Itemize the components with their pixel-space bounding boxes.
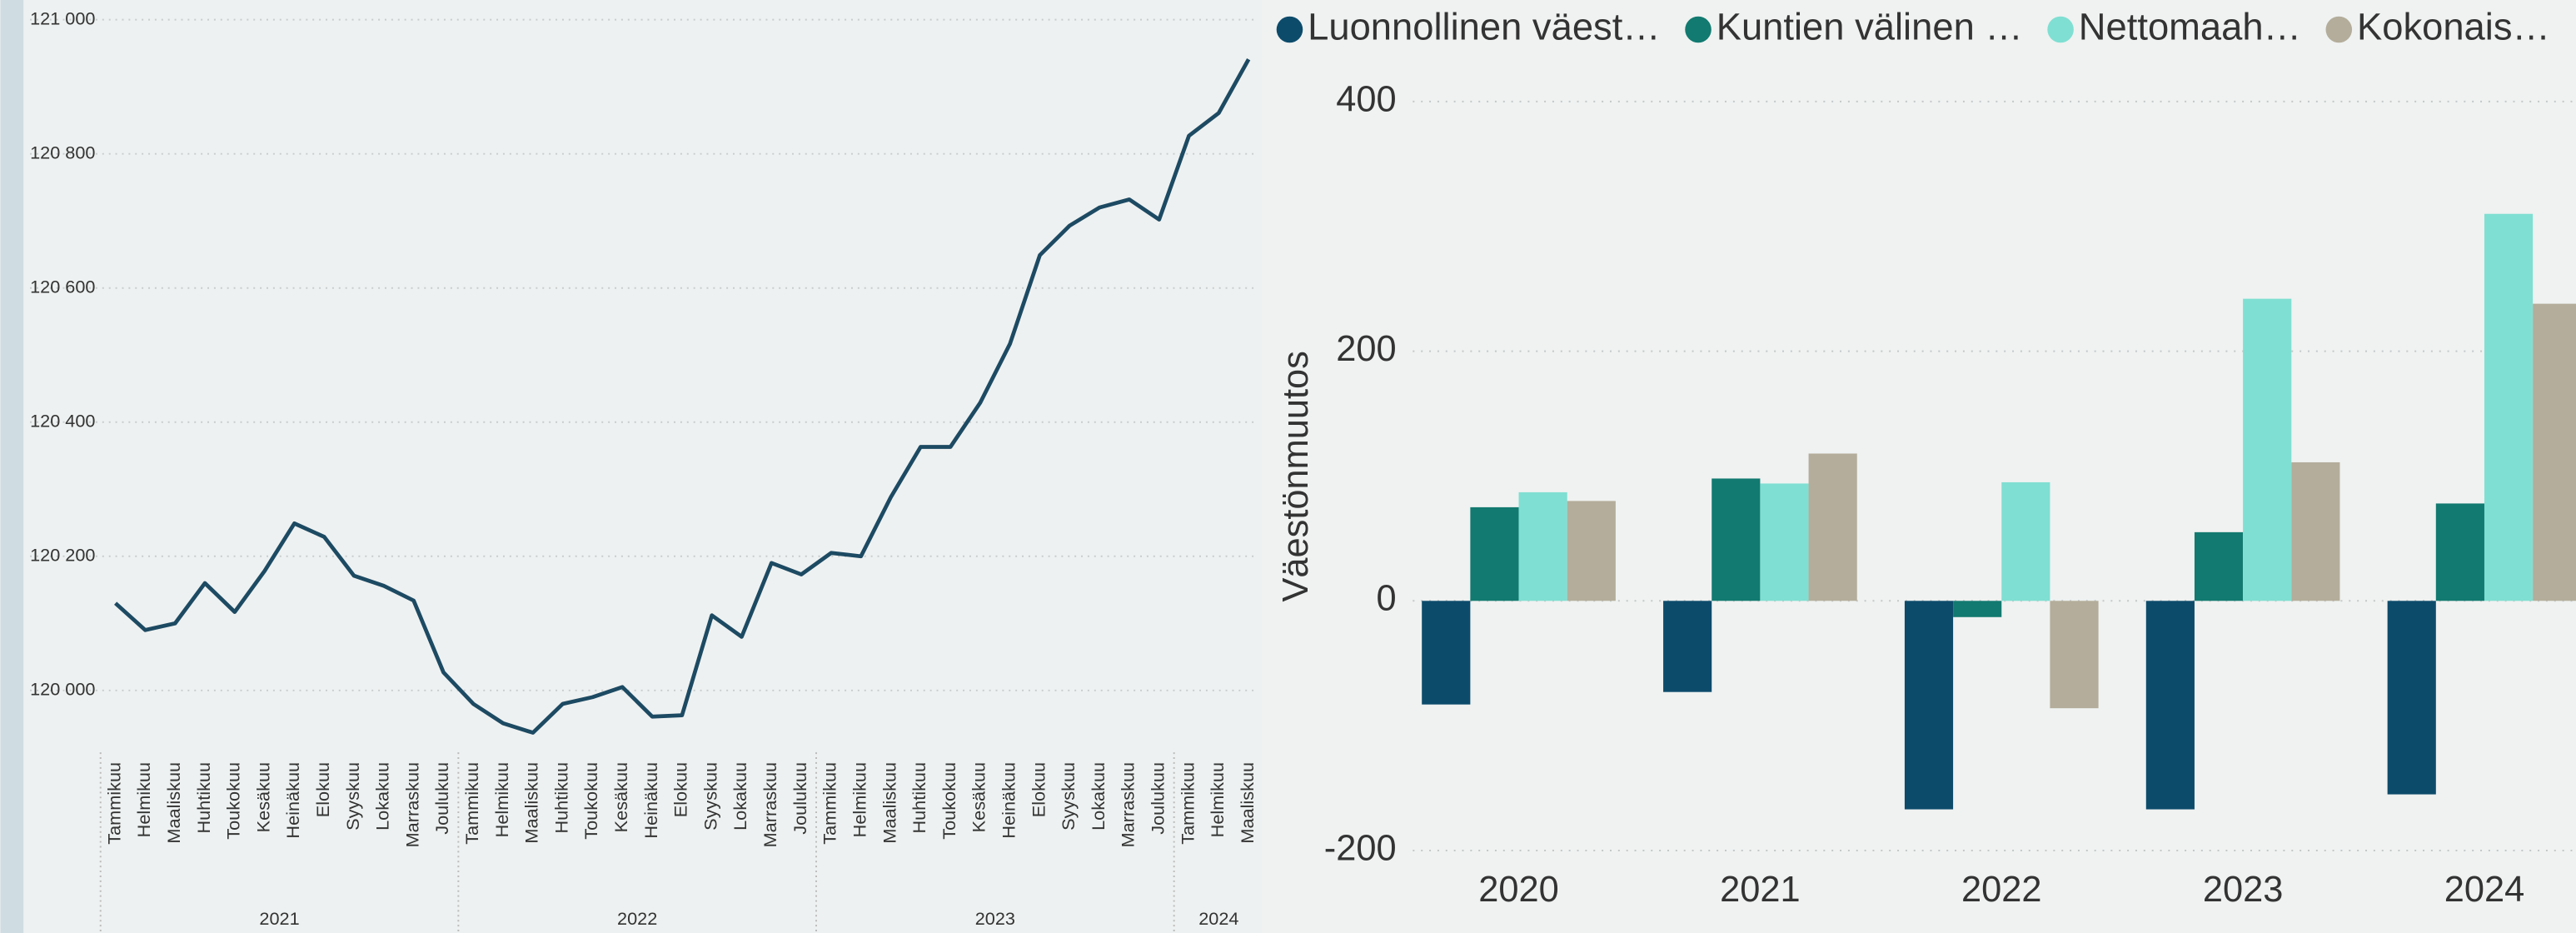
- x-tick-label: Heinäkuu: [640, 762, 661, 839]
- x-group-label: 2024: [1198, 908, 1238, 929]
- legend-label: Kuntien välinen …: [1717, 5, 2023, 47]
- x-tick-label: Tammikuu: [820, 762, 840, 845]
- bar: [1712, 478, 1761, 601]
- x-tick-label: Heinäkuu: [998, 762, 1019, 839]
- x-tick-label: 2022: [1961, 870, 2042, 910]
- bar: [2001, 481, 2050, 601]
- x-tick-label: Elokuu: [312, 762, 333, 817]
- x-tick-label: Marraskuu: [1118, 762, 1139, 847]
- x-tick-label: Helmikuu: [849, 762, 869, 837]
- bar: [2291, 462, 2340, 601]
- bar: [1518, 491, 1567, 601]
- bar: [1904, 601, 1954, 810]
- x-tick-label: Marraskuu: [401, 762, 422, 847]
- x-tick-label: Joulukuu: [790, 762, 810, 835]
- y-tick-label: 121 000: [30, 7, 95, 28]
- y-axis-label: Väestönmuutos: [1276, 351, 1316, 601]
- legend-marker: [2325, 16, 2353, 43]
- x-tick-label: Kesäkuu: [610, 762, 631, 832]
- x-tick-label: Marraskuu: [760, 762, 780, 847]
- x-tick-label: Joulukuu: [431, 762, 452, 835]
- bar: [2145, 601, 2195, 810]
- x-tick-label: Huhtikuu: [909, 762, 929, 834]
- x-tick-label: 2020: [1478, 870, 1559, 910]
- legend-marker: [2047, 16, 2074, 43]
- y-tick-label: 120 200: [30, 545, 95, 566]
- x-tick-label: Syyskuu: [700, 762, 720, 831]
- bar: [1953, 601, 2002, 617]
- x-tick-label: Maaliskuu: [163, 762, 184, 844]
- x-tick-label: Kesäkuu: [252, 762, 273, 832]
- x-tick-label: Lokakuu: [1088, 762, 1109, 831]
- x-tick-label: Helmikuu: [1207, 762, 1228, 837]
- y-tick-label: -200: [1324, 828, 1397, 868]
- legend-marker: [1276, 16, 1303, 43]
- x-tick-label: Elokuu: [1028, 762, 1049, 817]
- x-tick-label: Lokakuu: [730, 762, 750, 831]
- x-tick-label: Toukokuu: [223, 762, 244, 840]
- bar: [1808, 453, 1857, 601]
- x-tick-label: Helmikuu: [133, 762, 154, 837]
- bar: [1470, 506, 1519, 601]
- bar: [1760, 483, 1809, 601]
- x-tick-label: Maaliskuu: [1237, 762, 1258, 844]
- bar: [1422, 601, 1471, 705]
- y-tick-label: 120 600: [30, 276, 95, 297]
- x-tick-label: Maaliskuu: [521, 762, 542, 844]
- y-tick-label: 200: [1336, 329, 1396, 369]
- bar: [2533, 303, 2576, 601]
- bar: [2050, 601, 2099, 709]
- line: [114, 58, 1251, 735]
- x-tick-label: 2024: [2444, 870, 2525, 910]
- bar: [1567, 501, 1616, 601]
- x-tick-label: Huhtikuu: [551, 762, 571, 834]
- x-group-label: 2023: [975, 908, 1015, 929]
- bar: [2484, 213, 2534, 601]
- x-tick-label: Helmikuu: [491, 762, 512, 837]
- legend-label: Luonnollinen väest…: [1308, 5, 1661, 47]
- x-tick-label: Tammikuu: [1177, 762, 1198, 845]
- x-tick-label: Toukokuu: [939, 762, 959, 840]
- x-group-label: 2021: [259, 908, 299, 929]
- y-tick-label: 400: [1336, 79, 1396, 119]
- x-tick-label: Maaliskuu: [879, 762, 899, 844]
- legend-label: Nettomaah…: [2079, 5, 2301, 47]
- x-tick-label: 2023: [2203, 870, 2284, 910]
- bar: [2387, 601, 2436, 795]
- y-tick-label: 120 400: [30, 410, 95, 431]
- x-tick-label: Huhtikuu: [193, 762, 214, 834]
- x-tick-label: Elokuu: [670, 762, 691, 817]
- y-tick-label: 120 000: [30, 679, 95, 700]
- x-tick-label: Heinäkuu: [282, 762, 303, 839]
- bar: [2435, 503, 2484, 601]
- x-tick-label: 2021: [1720, 870, 1801, 910]
- legend-label: Kokonais…: [2357, 5, 2550, 47]
- x-tick-label: Syyskuu: [342, 762, 363, 831]
- legend-marker: [1685, 16, 1712, 43]
- y-tick-label: 0: [1377, 579, 1397, 619]
- bar: [2194, 531, 2244, 601]
- side-strip: [0, 0, 24, 933]
- x-tick-label: Joulukuu: [1147, 762, 1168, 835]
- x-tick-label: Syyskuu: [1058, 762, 1079, 831]
- x-group-label: 2022: [617, 908, 657, 929]
- bar: [1663, 601, 1712, 692]
- y-tick-label: 120 800: [30, 142, 95, 162]
- bar: [2243, 298, 2292, 601]
- x-tick-label: Tammikuu: [103, 762, 124, 845]
- x-tick-label: Kesäkuu: [969, 762, 989, 832]
- x-tick-label: Toukokuu: [580, 762, 601, 840]
- x-tick-label: Tammikuu: [461, 762, 482, 845]
- x-tick-label: Lokakuu: [372, 762, 393, 831]
